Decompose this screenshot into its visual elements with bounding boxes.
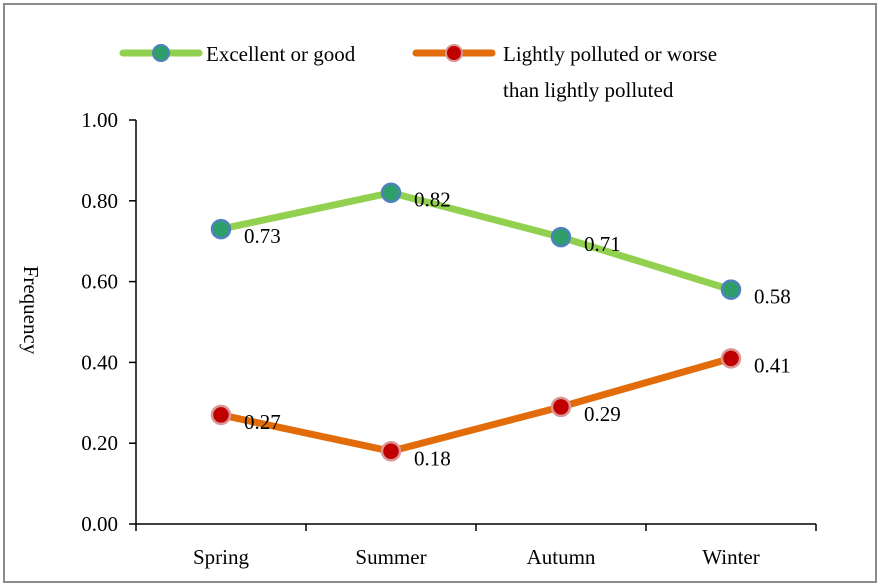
data-label: 0.29 [584,402,621,426]
y-tick-label: 0.40 [81,350,118,374]
x-tick-label: Summer [355,545,426,569]
data-label: 0.82 [414,188,451,212]
y-tick-label: 1.00 [81,108,118,132]
legend-label-polluted-line2: than lightly polluted [503,78,674,102]
data-point [720,348,742,369]
axes: 0.00 0.20 0.40 0.60 0.80 1.00 Spring Summer Autu… [81,108,817,569]
data-point [550,396,572,418]
y-tick-label: 0.60 [81,270,118,294]
y-axis-title: Frequency [19,266,43,355]
legend: Excellent or good Lightly polluted or wo… [119,42,717,102]
legend-label-excellent: Excellent or good [206,42,356,66]
legend-marker-excellent [152,44,170,62]
data-point [210,404,232,426]
data-point [380,182,402,203]
y-tick-label: 0.00 [81,512,118,536]
data-label: 0.73 [244,224,281,248]
data-label: 0.27 [244,410,281,434]
y-tick-label: 0.80 [81,189,118,213]
data-point [210,218,232,240]
data-label: 0.58 [754,285,791,309]
x-tick-label: Spring [193,545,250,569]
data-point [720,279,742,300]
legend-marker-polluted [445,44,463,62]
data-label: 0.18 [414,446,451,470]
data-point [550,226,572,248]
series-layer [210,182,742,462]
data-label: 0.71 [584,232,621,256]
series-line-1 [217,354,735,455]
legend-label-polluted-line1: Lightly polluted or worse [503,42,717,66]
data-point [380,441,402,462]
x-tick-label: Autumn [527,545,596,569]
y-tick-label: 0.20 [81,431,118,455]
data-labels-layer: 0.73 0.82 0.71 0.58 0.27 0.18 0.29 0.41 [244,188,791,471]
series-line-0 [217,189,735,294]
x-tick-label: Winter [702,545,759,569]
data-label: 0.41 [754,353,791,377]
